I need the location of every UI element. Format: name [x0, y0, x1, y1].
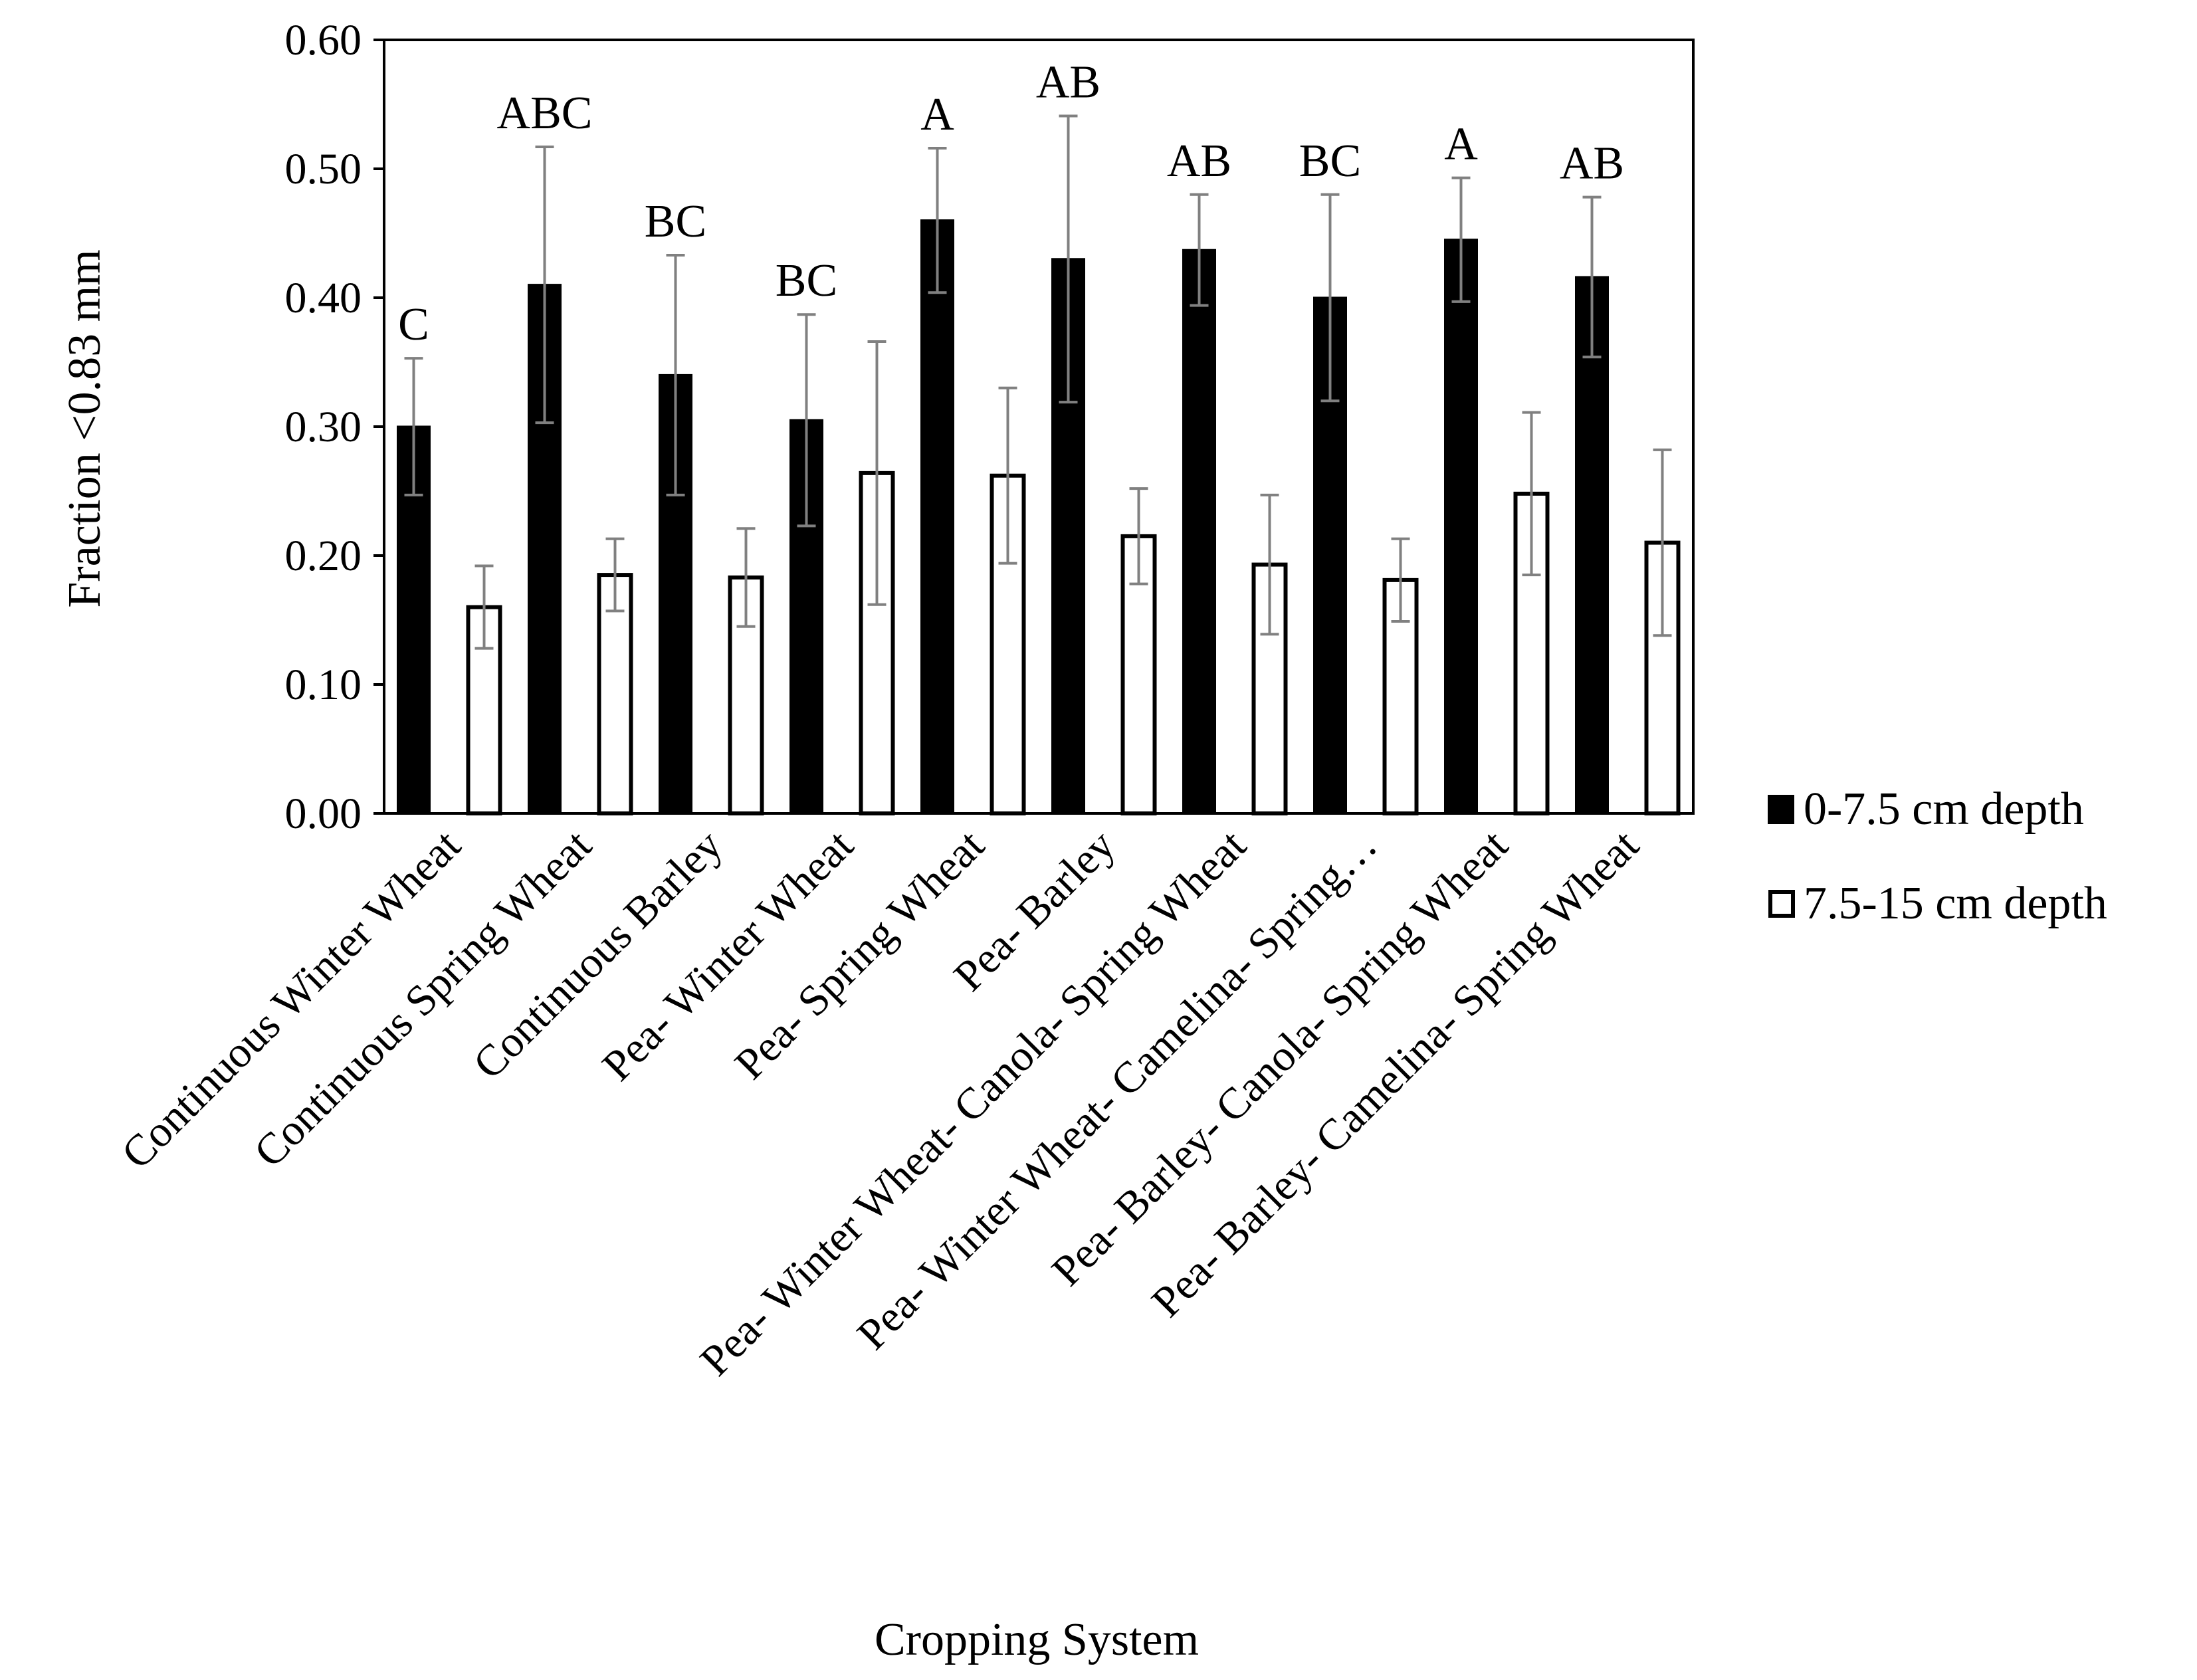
significance-letter: A — [1444, 119, 1478, 170]
x-category-label: Continuous Barley — [464, 821, 732, 1089]
legend-swatch-series-2 — [1768, 890, 1795, 918]
y-tick-label: 0.30 — [285, 403, 362, 451]
y-tick-label: 0.60 — [285, 16, 362, 64]
significance-letter: AB — [1167, 136, 1231, 187]
bar-series-1 — [1182, 249, 1216, 815]
bar-series-1 — [920, 219, 954, 815]
y-tick-label: 0.40 — [285, 274, 362, 322]
x-category-label: Pea- Winter Wheat — [593, 821, 863, 1091]
legend-label-series-1: 0-7.5 cm depth — [1804, 784, 2084, 835]
bar-series-1 — [1444, 239, 1478, 815]
significance-letter: A — [920, 89, 954, 140]
plot-area-frame — [383, 39, 1695, 815]
y-tick-label: 0.00 — [285, 789, 362, 838]
x-category-label: Pea- Barley- Camelina- Spring Wheat — [1142, 821, 1648, 1326]
significance-letter: AB — [1036, 56, 1100, 108]
y-axis-title: Fraction <0.83 mm — [59, 249, 110, 607]
legend-label-series-2: 7.5-15 cm depth — [1804, 878, 2107, 929]
y-tick-label: 0.20 — [285, 532, 362, 580]
bar-series-2 — [597, 573, 633, 815]
significance-letter: ABC — [497, 88, 593, 139]
significance-letter: BC — [1299, 136, 1361, 187]
significance-letter: AB — [1560, 138, 1624, 189]
bar-series-1 — [789, 419, 823, 815]
significance-letter: BC — [645, 196, 706, 247]
x-category-label: Pea- Spring Wheat — [726, 821, 994, 1089]
legend: 0-7.5 cm depth 7.5-15 cm depth — [1768, 784, 2107, 929]
legend-swatch-series-1 — [1768, 795, 1794, 824]
bar-series-1 — [1575, 276, 1609, 815]
y-tick-label: 0.50 — [285, 145, 362, 193]
y-tick-label: 0.10 — [285, 661, 362, 709]
significance-letter: C — [398, 299, 429, 350]
x-axis-title: Cropping System — [875, 1614, 1199, 1665]
significance-letter: BC — [776, 255, 837, 306]
